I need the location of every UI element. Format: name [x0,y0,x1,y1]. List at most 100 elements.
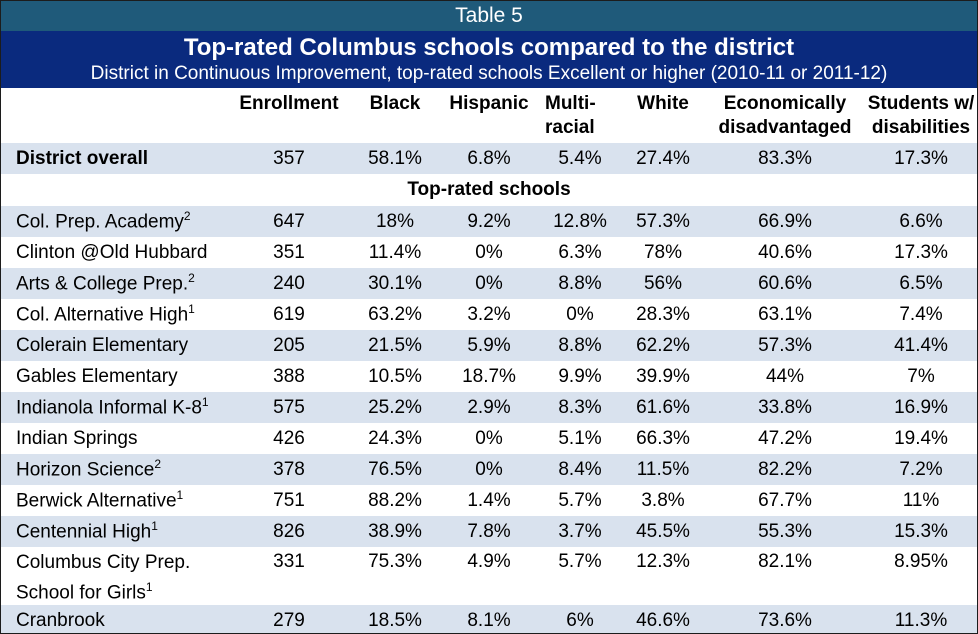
cell-enrollment: 279 [273,609,305,631]
school-name-text: Gables Elementary [16,365,178,387]
column-header-black: Black [369,93,421,114]
cell-hispanic: 8.1% [467,609,511,631]
school-name-text: Col. Alternative High [16,304,189,326]
column-header-row: Enrollment Black Hispanic Multi-racial W… [1,88,977,143]
cell-enrollment: 647 [273,210,305,232]
cell-white: 62.2% [636,334,690,356]
table-row: Clinton @Old Hubbard 351 11.4% 0% 6.3% 78% 40.… [1,237,977,268]
cell-white: 57.3% [636,210,690,232]
footnote-marker: 1 [201,395,209,410]
cell-multiracial: 8.4% [558,458,602,480]
school-name: Col. Alternative High1 [1,299,227,330]
table-row: Indian Springs 426 24.3% 0% 5.1% 66.3% 47.2% 19… [1,423,977,454]
cell-hispanic: 18.7% [462,365,516,387]
district-name: District overall [16,147,148,169]
cell-students-with-disabilities: 16.9% [894,396,948,418]
school-name: Centennial High1 [1,516,227,547]
cell-hispanic: 0% [475,458,503,480]
cell-enrollment: 826 [273,520,305,542]
school-name: Arts & College Prep.2 [1,268,227,299]
footnote-marker: 1 [188,302,195,317]
school-name-text: Indianola Informal K-8 [16,397,202,419]
cell-students-with-disabilities: 7.4% [899,303,943,325]
cell-economically-disadvantaged: 66.9% [758,210,812,232]
footnote-marker: 2 [183,209,191,224]
cell-black: 63.2% [368,303,422,325]
cell-black: 25.2% [368,396,422,418]
cell-students-with-disabilities: 17.3% [894,147,948,169]
cell-multiracial: 8.8% [558,334,602,356]
cell-economically-disadvantaged: 82.1% [758,551,812,572]
table-row: Indianola Informal K-81 575 25.2% 2.9% 8.3% 6… [1,392,977,423]
cell-multiracial: 9.9% [558,365,602,387]
cell-economically-disadvantaged: 55.3% [758,520,812,542]
cell-white: 46.6% [636,609,690,631]
cell-economically-disadvantaged: 57.3% [758,334,812,356]
cell-white: 12.3% [636,551,690,572]
school-name-text: Col. Prep. Academy [16,211,184,233]
cell-white: 28.3% [636,303,690,325]
cell-economically-disadvantaged: 60.6% [758,272,812,294]
cell-hispanic: 6.8% [467,147,511,169]
column-header-economically-disadvantaged: Economically disadvantaged [718,93,852,138]
cell-enrollment: 240 [273,272,305,294]
cell-white: 78% [643,241,683,263]
school-name-text: Centennial High [16,521,152,543]
cell-black: 38.9% [368,520,422,542]
cell-students-with-disabilities: 6.6% [899,210,943,232]
table-row: Centennial High1 826 38.9% 7.8% 3.7% 45.5% 55.… [1,516,977,547]
cell-students-with-disabilities: 7.2% [899,458,943,480]
cell-students-with-disabilities: 15.3% [894,520,948,542]
table-label: Table 5 [1,1,977,31]
school-name-text: Arts & College Prep. [16,273,189,295]
school-name-text: Columbus City Prep. School for Girls [16,552,191,604]
table-row: Columbus City Prep. School for Girls1 331… [1,547,977,605]
cell-students-with-disabilities: 6.5% [899,272,943,294]
cell-enrollment: 331 [273,551,305,572]
cell-enrollment: 351 [273,241,305,263]
cell-black: 18% [375,210,415,232]
cell-students-with-disabilities: 11.3% [894,609,948,631]
table-row: Col. Alternative High1 619 63.2% 3.2% 0% 28.3… [1,299,977,330]
cell-hispanic: 9.2% [467,210,511,232]
school-name: Indian Springs [1,423,227,454]
cell-hispanic: 3.2% [467,303,511,325]
cell-economically-disadvantaged: 73.6% [758,609,812,631]
cell-hispanic: 4.9% [467,551,511,572]
cell-white: 27.4% [636,147,690,169]
footnote-marker: 1 [151,519,158,534]
cell-black: 10.5% [368,365,422,387]
footnote-marker: 1 [176,488,184,503]
footnote-marker: 2 [154,457,162,472]
cell-enrollment: 388 [273,365,305,387]
table-row: Berwick Alternative1 751 88.2% 1.4% 5.7% 3.8%… [1,485,977,516]
section-header-row: Top-rated schools [1,174,977,206]
cell-black: 24.3% [368,427,422,449]
table-row: Colerain Elementary 205 21.5% 5.9% 8.8% 62.2%… [1,330,977,361]
cell-enrollment: 751 [273,489,305,511]
cell-hispanic: 0% [475,272,503,294]
school-name-text: Horizon Science [16,459,155,481]
footnote-marker: 2 [188,271,195,286]
table-title: Top-rated Columbus schools compared to t… [183,34,795,61]
cell-white: 45.5% [636,520,690,542]
cell-economically-disadvantaged: 40.6% [758,241,812,263]
cell-hispanic: 1.4% [467,489,511,511]
table-row: Arts & College Prep.2 240 30.1% 0% 8.8% 56% 60… [1,268,977,299]
school-name: Gables Elementary [1,361,227,392]
cell-hispanic: 0% [475,241,503,263]
cell-multiracial: 3.7% [558,520,602,542]
column-header-white: White [637,93,689,114]
schools-table: Enrollment Black Hispanic Multi-racial W… [1,88,977,633]
cell-economically-disadvantaged: 47.2% [758,427,812,449]
section-label: Top-rated schools [407,179,571,200]
table-subtitle: District in Continuous Improvement, top-… [90,63,888,84]
school-name: Berwick Alternative1 [1,485,227,516]
cell-black: 11.4% [368,241,422,263]
cell-economically-disadvantaged: 83.3% [758,147,812,169]
cell-hispanic: 5.9% [467,334,511,356]
cell-economically-disadvantaged: 82.2% [758,458,812,480]
cell-multiracial: 6.3% [558,241,602,263]
cell-economically-disadvantaged: 33.8% [758,396,812,418]
